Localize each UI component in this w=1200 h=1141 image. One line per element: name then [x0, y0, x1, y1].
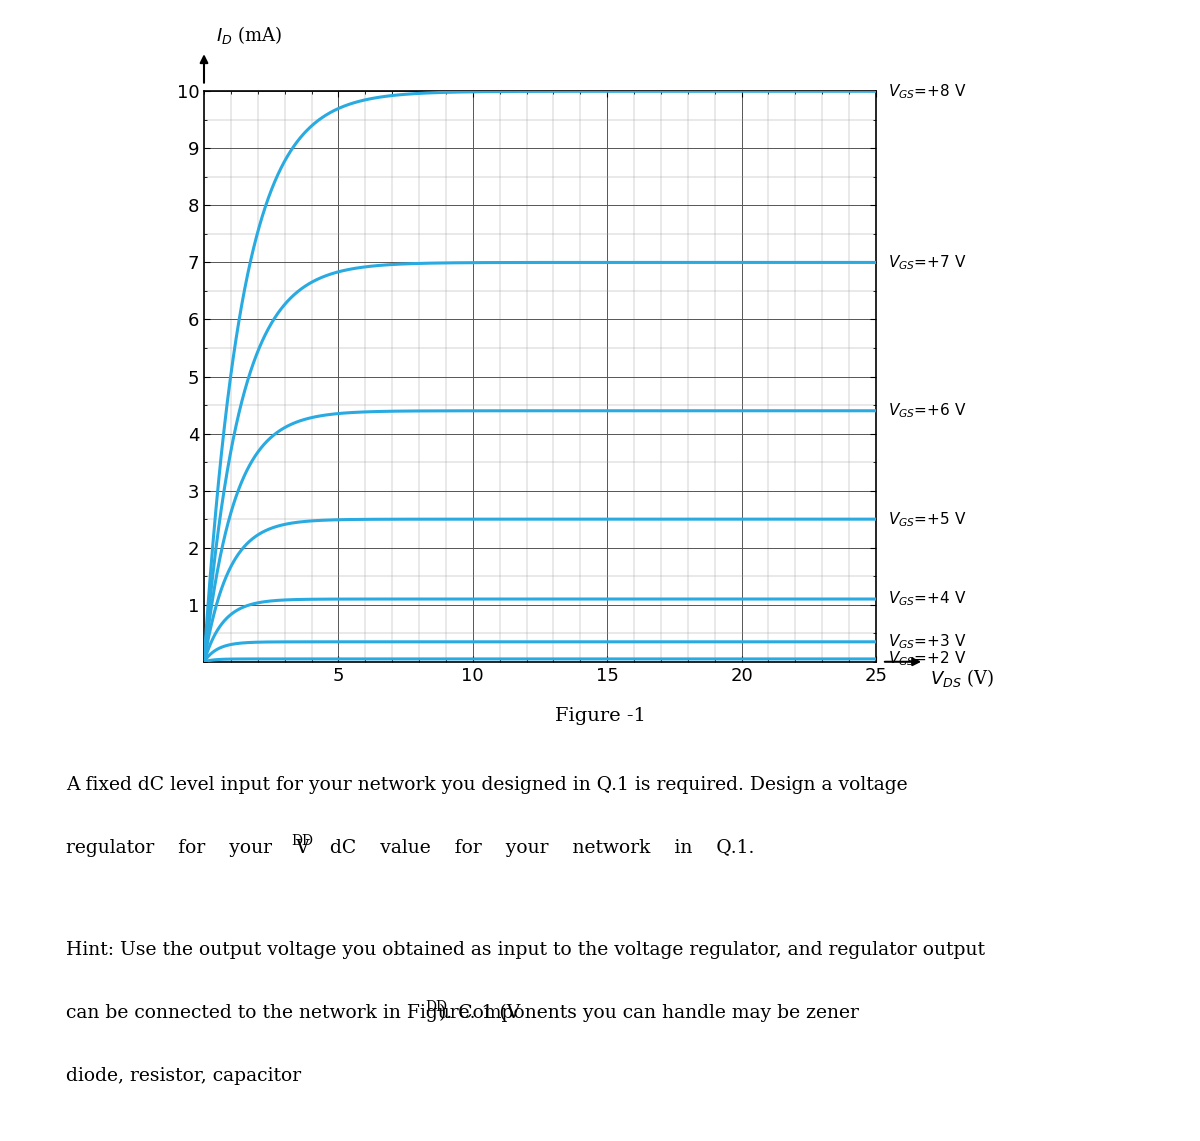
Text: diode, resistor, capacitor: diode, resistor, capacitor [66, 1067, 301, 1085]
Text: $V_{GS}$=+5 V: $V_{GS}$=+5 V [888, 510, 966, 528]
Text: $V_{GS}$=+4 V: $V_{GS}$=+4 V [888, 590, 966, 608]
Text: regulator    for    your    V: regulator for your V [66, 839, 310, 857]
Text: can be connected to the network in Figure. 1 (V: can be connected to the network in Figur… [66, 1004, 521, 1022]
Text: A fixed dC level input for your network you designed in Q.1 is required. Design : A fixed dC level input for your network … [66, 776, 907, 794]
Text: $V_{GS}$=+6 V: $V_{GS}$=+6 V [888, 402, 966, 420]
Text: ). Components you can handle may be zener: ). Components you can handle may be zene… [439, 1004, 859, 1022]
Text: $V_{GS}$=+2 V: $V_{GS}$=+2 V [888, 649, 966, 669]
Text: dC    value    for    your    network    in    Q.1.: dC value for your network in Q.1. [306, 839, 754, 857]
Text: $\mathit{I}_D$ (mA): $\mathit{I}_D$ (mA) [216, 24, 282, 46]
Text: Figure -1: Figure -1 [554, 707, 646, 726]
Text: Hint: Use the output voltage you obtained as input to the voltage regulator, and: Hint: Use the output voltage you obtaine… [66, 941, 985, 960]
Text: $\mathit{V}_{DS}$ (V): $\mathit{V}_{DS}$ (V) [930, 667, 994, 689]
Text: $V_{GS}$=+8 V: $V_{GS}$=+8 V [888, 82, 966, 100]
Text: $V_{GS}$=+3 V: $V_{GS}$=+3 V [888, 632, 966, 652]
Text: DD: DD [292, 834, 313, 848]
Text: DD: DD [425, 1000, 446, 1013]
Text: $V_{GS}$=+7 V: $V_{GS}$=+7 V [888, 253, 966, 272]
